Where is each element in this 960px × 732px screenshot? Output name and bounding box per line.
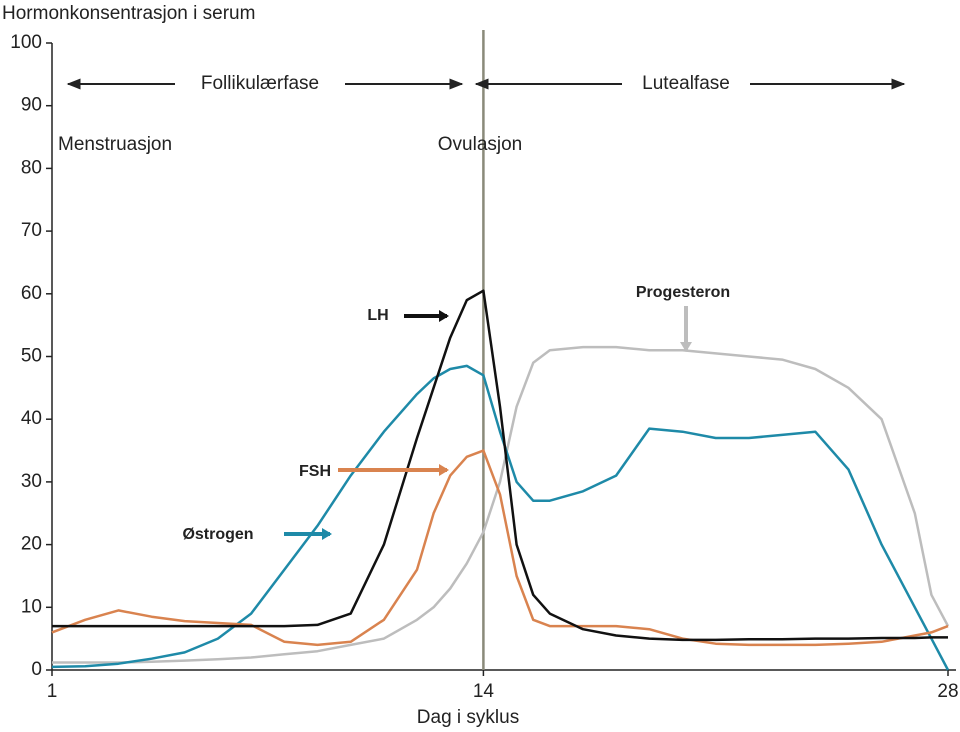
y-tick-label: 10 bbox=[21, 596, 42, 617]
series-label: FSH bbox=[299, 463, 331, 480]
y-axis-label: Hormonkonsentrasjon i serum bbox=[2, 3, 255, 24]
series-label: Progesteron bbox=[636, 284, 730, 301]
annotation: Follikulærfase bbox=[201, 73, 319, 94]
series-line bbox=[51, 364, 950, 671]
annotation: Ovulasjon bbox=[438, 134, 523, 155]
y-tick-label: 20 bbox=[21, 534, 42, 555]
x-tick-label: 28 bbox=[937, 681, 958, 702]
annotation: Menstruasjon bbox=[58, 134, 172, 155]
label-arrowhead bbox=[680, 342, 692, 352]
x-tick-label: 1 bbox=[47, 681, 58, 702]
x-tick-label: 14 bbox=[473, 681, 495, 702]
label-arrowhead bbox=[439, 310, 449, 322]
series-line bbox=[52, 345, 950, 664]
label-arrowhead bbox=[439, 464, 449, 476]
y-tick-label: 40 bbox=[21, 408, 42, 429]
series-label: Østrogen bbox=[182, 526, 253, 543]
y-tick-label: 80 bbox=[21, 157, 42, 178]
y-tick-label: 100 bbox=[10, 32, 42, 53]
label-arrowhead bbox=[322, 528, 332, 540]
x-axis-label: Dag i syklus bbox=[417, 707, 519, 728]
y-tick-label: 90 bbox=[21, 95, 42, 116]
series-label: LH bbox=[367, 307, 388, 324]
series-line bbox=[51, 449, 949, 647]
y-tick-label: 0 bbox=[31, 659, 42, 680]
series-line bbox=[52, 289, 948, 642]
y-tick-label: 60 bbox=[21, 283, 42, 304]
y-tick-label: 30 bbox=[21, 471, 42, 492]
y-tick-label: 50 bbox=[21, 346, 42, 367]
y-tick-label: 70 bbox=[21, 220, 42, 241]
annotation: Lutealfase bbox=[642, 73, 730, 94]
